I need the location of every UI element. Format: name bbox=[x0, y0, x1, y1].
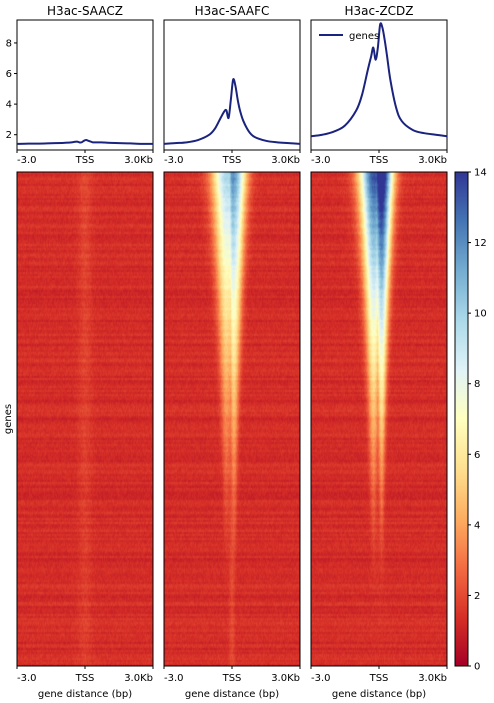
x-tick-label: 3.0Kb bbox=[124, 673, 153, 684]
x-tick-label: TSS bbox=[75, 155, 95, 166]
x-tick-label: -3.0 bbox=[17, 673, 37, 684]
x-axis-label-1: gene distance (bp) bbox=[38, 689, 132, 700]
x-tick-label: TSS bbox=[222, 673, 242, 684]
profile-panel-1 bbox=[16, 19, 154, 151]
colorbar-ticks: 0 2 4 6 8 10 12 14 bbox=[468, 168, 487, 673]
heatmap-panel-2 bbox=[163, 171, 301, 667]
x-axis-label-3: gene distance (bp) bbox=[332, 689, 426, 700]
profile-frame bbox=[310, 19, 448, 151]
colorbar-tick-label: 8 bbox=[474, 379, 480, 390]
colorbar-scale bbox=[454, 171, 469, 667]
heatmap-image bbox=[17, 172, 153, 666]
panel-title-2: H3ac-SAAFC bbox=[195, 4, 270, 18]
colorbar-tick-label: 12 bbox=[474, 238, 487, 249]
x-tick-label: -3.0 bbox=[311, 155, 331, 166]
profile-panel-3: genes bbox=[310, 19, 448, 151]
colorbar-tick-label: 14 bbox=[474, 168, 487, 179]
colorbar: 0 2 4 6 8 10 12 14 bbox=[454, 168, 487, 673]
heatmap-image bbox=[311, 172, 447, 666]
profile-y-axis: 2 4 6 8 bbox=[6, 38, 17, 141]
legend-label: genes bbox=[349, 31, 379, 42]
heatmap-panel-1 bbox=[16, 171, 154, 667]
colorbar-tick-label: 2 bbox=[474, 591, 480, 602]
y-tick-label: 2 bbox=[6, 130, 12, 141]
x-tick-label: TSS bbox=[369, 673, 389, 684]
profile-x-axis: -3.0 TSS 3.0Kb -3.0 TSS 3.0Kb -3.0 TSS 3.0Kb bbox=[16, 150, 448, 166]
y-axis-label: genes bbox=[3, 404, 14, 434]
panel-title-1: H3ac-SAACZ bbox=[47, 4, 123, 18]
profile-panel-2 bbox=[163, 19, 301, 151]
profile-line bbox=[17, 139, 153, 145]
x-tick-label: 3.0Kb bbox=[418, 155, 447, 166]
colorbar-tick-label: 6 bbox=[474, 450, 480, 461]
x-tick-label: 3.0Kb bbox=[271, 673, 300, 684]
heatmap-image bbox=[164, 172, 300, 666]
x-tick-label: -3.0 bbox=[164, 155, 184, 166]
x-tick-label: -3.0 bbox=[164, 673, 184, 684]
profile-line bbox=[164, 78, 300, 145]
x-axis-label-2: gene distance (bp) bbox=[185, 689, 279, 700]
y-tick-label: 8 bbox=[6, 38, 12, 49]
y-tick-label: 4 bbox=[6, 100, 12, 111]
x-tick-label: 3.0Kb bbox=[271, 155, 300, 166]
colorbar-tick-label: 0 bbox=[474, 662, 480, 673]
x-tick-label: 3.0Kb bbox=[124, 155, 153, 166]
profile-frame bbox=[16, 19, 154, 151]
heatmap-x-axis: -3.0 TSS 3.0Kb -3.0 TSS 3.0Kb -3.0 TSS 3.0Kb bbox=[16, 666, 448, 684]
heatmap-panel-3 bbox=[310, 171, 448, 667]
profile-line bbox=[311, 22, 447, 138]
colorbar-tick-label: 10 bbox=[474, 309, 487, 320]
x-tick-label: 3.0Kb bbox=[418, 673, 447, 684]
panel-title-3: H3ac-ZCDZ bbox=[345, 4, 414, 18]
x-tick-label: -3.0 bbox=[17, 155, 37, 166]
colorbar-tick-label: 4 bbox=[474, 520, 480, 531]
x-tick-label: TSS bbox=[369, 155, 389, 166]
x-tick-label: TSS bbox=[222, 155, 242, 166]
x-tick-label: -3.0 bbox=[311, 673, 331, 684]
x-tick-label: TSS bbox=[75, 673, 95, 684]
y-tick-label: 6 bbox=[6, 69, 12, 80]
